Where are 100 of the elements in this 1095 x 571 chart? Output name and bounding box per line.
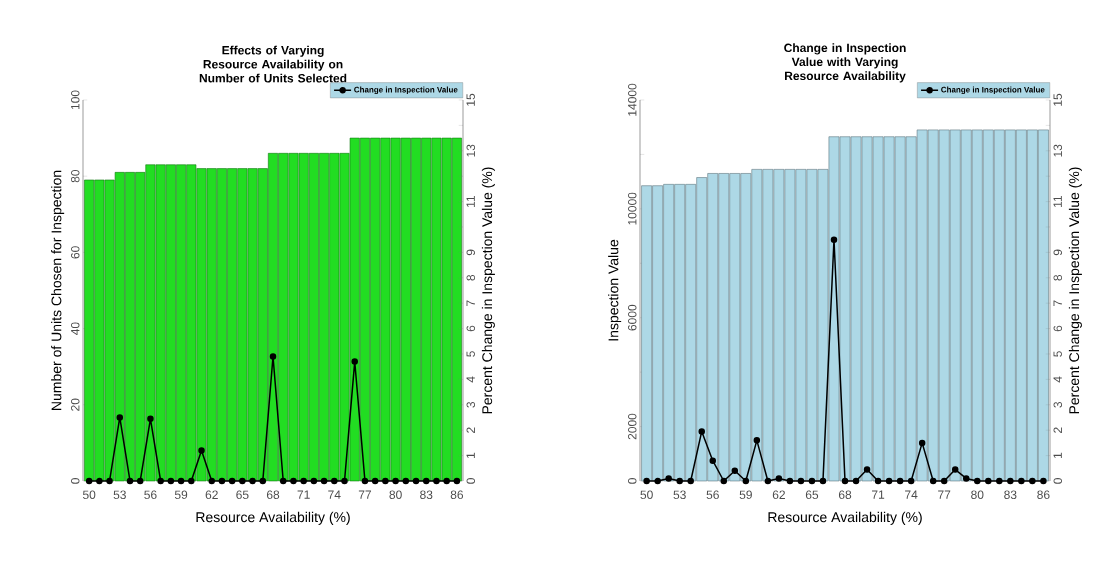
y2-tick-label: 7 [466, 300, 475, 306]
x-tick-label: 59 [174, 490, 188, 500]
y-tick-label: 20 [71, 398, 80, 411]
x-tick-label: 50 [82, 490, 96, 500]
point [96, 477, 103, 485]
point [830, 236, 838, 243]
point [863, 466, 871, 473]
point [371, 477, 379, 485]
point [320, 477, 328, 485]
point [676, 477, 683, 485]
point [157, 477, 164, 485]
point [279, 477, 287, 485]
point [1018, 477, 1025, 485]
y2-tick-label: 5 [466, 351, 475, 357]
point [709, 457, 716, 464]
x-tick-label: 68 [266, 490, 280, 500]
y-tick-label: 14000 [628, 83, 637, 116]
point [643, 477, 650, 485]
y-tick-label: 6000 [628, 304, 637, 331]
x-tick-label: 56 [144, 490, 157, 500]
x-tick-label: 80 [971, 490, 984, 500]
point [351, 358, 358, 365]
x-tick-label: 68 [838, 490, 852, 500]
point [188, 477, 195, 485]
y2-tick-label: 15 [466, 93, 475, 106]
point [198, 447, 205, 454]
x-tick-label: 50 [640, 490, 653, 500]
point [687, 477, 694, 485]
point [126, 477, 134, 485]
y2-tick-label: 2 [466, 427, 475, 433]
point [85, 477, 93, 485]
x-tick-label: 86 [1037, 490, 1050, 500]
y-tick-label: 10000 [628, 192, 637, 225]
x-tick-label: 74 [905, 490, 918, 499]
y-tick-label: 40 [71, 322, 80, 335]
point [896, 477, 904, 485]
point [775, 475, 783, 482]
point [665, 475, 672, 482]
point [808, 477, 816, 485]
x-tick-label: 53 [113, 490, 126, 500]
x-tick-label: 74 [328, 490, 341, 499]
x-tick-label: 56 [706, 490, 719, 500]
point [269, 353, 277, 360]
point [907, 477, 915, 485]
point [218, 477, 226, 485]
point [951, 466, 959, 473]
point [819, 477, 827, 485]
y2-tick-label: 8 [1053, 274, 1063, 281]
y-tick-label: 80 [71, 169, 80, 183]
point [698, 428, 705, 435]
y2-tick-label: 3 [466, 401, 476, 408]
y-tick-label: 0 [71, 478, 80, 484]
point [654, 477, 661, 485]
point [341, 477, 348, 485]
y2-tick-label: 1 [1053, 452, 1062, 458]
y-axis-title: Number of Units Chosen for Inspection [51, 170, 65, 410]
x-tick-label: 80 [389, 490, 402, 500]
point [841, 477, 849, 485]
x-tick-label: 53 [673, 490, 686, 500]
point [1007, 477, 1014, 485]
point [331, 477, 338, 485]
point [392, 477, 399, 485]
point [731, 467, 739, 475]
y2-tick-label: 1 [466, 452, 475, 458]
point [720, 477, 728, 485]
chart-title: Change in Inspection Value with Varying Resource Availability [784, 43, 906, 83]
point [443, 477, 450, 485]
point [453, 477, 461, 485]
point [422, 477, 430, 485]
point [106, 477, 113, 485]
y-tick-label: 2000 [628, 413, 637, 440]
point [996, 477, 1003, 485]
y2-tick-label: 9 [1053, 249, 1063, 256]
y2-tick-label: 4 [1053, 376, 1062, 383]
point [764, 477, 772, 485]
x-tick-label: 62 [772, 490, 785, 500]
point [1040, 477, 1047, 485]
y-tick-label: 0 [628, 478, 637, 484]
x-tick-label: 62 [205, 490, 218, 500]
chart-title: Effects of Varying Resource Availability on Number of Units Selected [199, 45, 347, 83]
legend-label: Change in Inspection Value [941, 86, 1045, 95]
point [1029, 477, 1036, 485]
point [147, 415, 154, 422]
point [797, 477, 805, 485]
y2-tick-label: 11 [1053, 195, 1062, 207]
point [433, 477, 440, 485]
point [974, 477, 981, 485]
x-tick-label: 59 [739, 490, 752, 500]
x-axis-title: Resource Availability (%) [196, 511, 350, 525]
y2-tick-label: 6 [1053, 325, 1063, 332]
point [929, 477, 937, 485]
y2-tick-label: 8 [466, 274, 476, 281]
point [239, 477, 246, 485]
y-tick-label: 60 [71, 246, 80, 259]
point [290, 477, 297, 485]
y2-tick-label: 4 [466, 376, 475, 383]
point [402, 477, 410, 485]
y2-tick-label: 5 [1053, 351, 1062, 357]
point [753, 437, 761, 444]
point [985, 477, 992, 485]
